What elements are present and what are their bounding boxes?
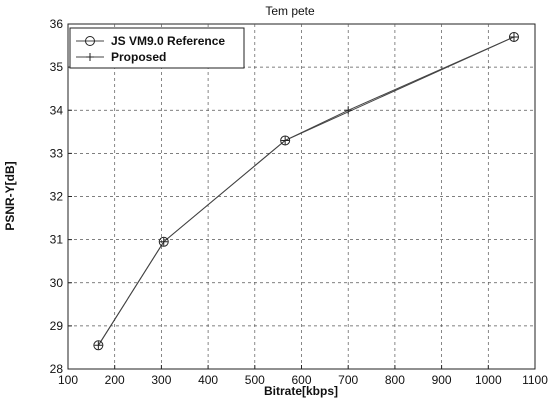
x-tick-label: 400 <box>198 373 218 387</box>
y-axis-ticks: 28 29 30 31 32 33 34 35 36 <box>50 17 72 376</box>
data-point-plus <box>94 341 103 350</box>
plot-area <box>67 23 536 370</box>
x-tick-label: 200 <box>105 373 125 387</box>
y-tick-label: 34 <box>50 103 64 117</box>
x-tick-label: 1100 <box>522 373 548 387</box>
legend-label-reference: JS VM9.0 Reference <box>111 34 225 48</box>
series-lines <box>97 36 515 346</box>
x-tick-label: 900 <box>432 373 452 387</box>
series-markers <box>93 31 519 351</box>
x-tick-label: 100 <box>58 373 78 387</box>
data-point-circle <box>508 31 519 42</box>
x-tick-label: 600 <box>291 373 311 387</box>
x-tick-label: 1000 <box>475 373 502 387</box>
legend-marker-reference <box>85 36 95 46</box>
y-tick-label: 29 <box>50 319 64 333</box>
data-point-plus <box>281 136 290 145</box>
x-tick-label: 300 <box>151 373 171 387</box>
y-tick-label: 31 <box>50 233 64 247</box>
y-tick-label: 30 <box>50 276 64 290</box>
legend-label-proposed: Proposed <box>111 50 166 64</box>
chart-title: Tem pete <box>265 4 315 18</box>
data-point-plus <box>344 106 353 115</box>
y-tick-label: 33 <box>50 146 64 160</box>
x-tick-label: 500 <box>245 373 265 387</box>
y-axis-label: PSNR-Y[dB] <box>3 161 17 230</box>
x-axis-label: Bitrate[kbps] <box>264 384 338 398</box>
data-point-circle <box>158 236 169 247</box>
legend: JS VM9.0 Reference Proposed <box>69 27 245 69</box>
y-tick-label: 28 <box>50 362 64 376</box>
x-axis-ticks: 100 200 300 400 500 600 700 800 900 1000 1100 <box>58 365 548 387</box>
y-tick-label: 36 <box>50 17 64 31</box>
data-point-plus <box>509 32 518 41</box>
grid <box>68 24 535 369</box>
y-tick-label: 32 <box>50 190 64 204</box>
y-tick-label: 35 <box>50 60 64 74</box>
series-line-0 <box>97 36 515 346</box>
series-line-1 <box>97 36 515 346</box>
x-tick-label: 800 <box>385 373 405 387</box>
legend-box <box>69 27 245 69</box>
legend-marker-proposed <box>86 53 94 61</box>
data-point-circle <box>280 135 291 146</box>
x-tick-label: 700 <box>338 373 358 387</box>
data-point-plus <box>159 237 168 246</box>
data-point-circle <box>93 340 104 351</box>
